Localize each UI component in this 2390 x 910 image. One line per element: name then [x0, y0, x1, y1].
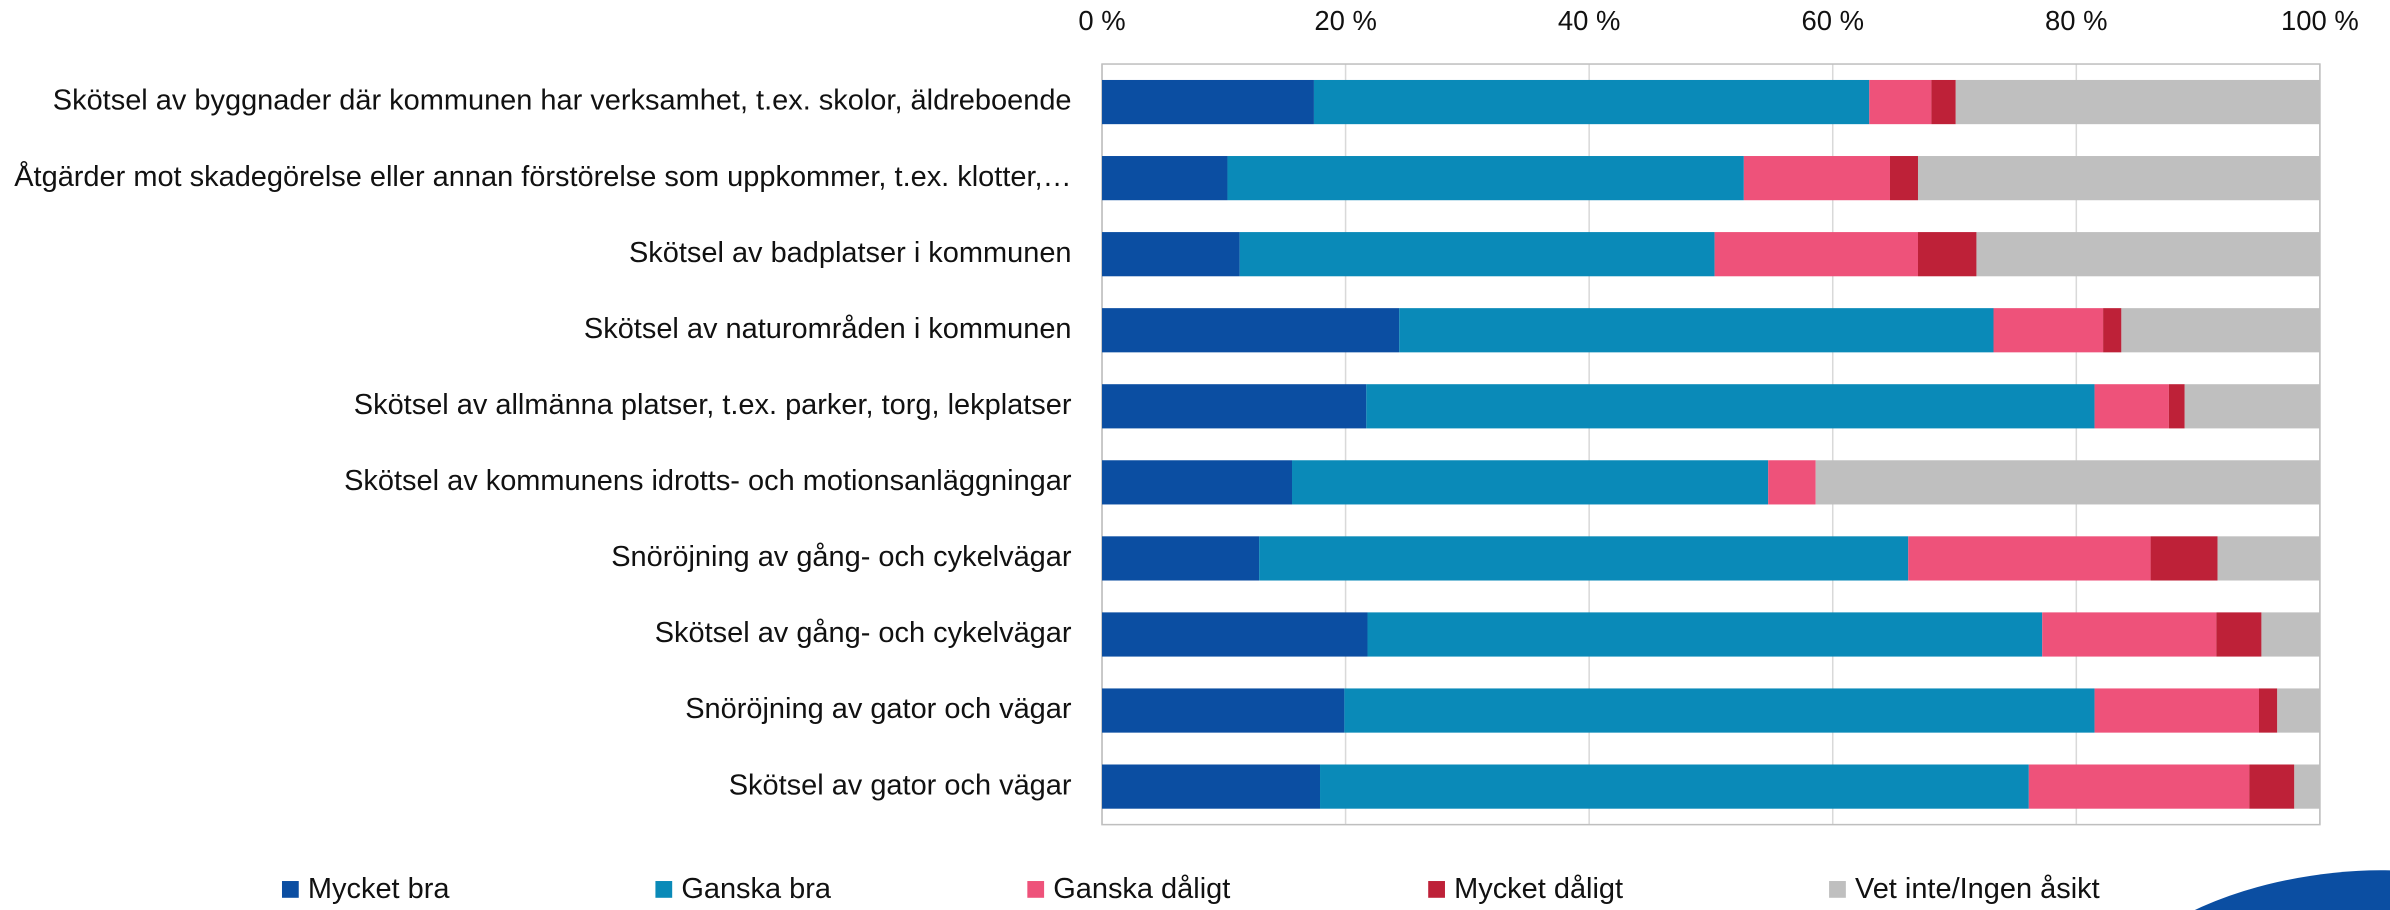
- bar-segment: [2259, 688, 2277, 732]
- bar-segment: [1102, 460, 1292, 504]
- legend-label: Mycket dåligt: [1454, 873, 1623, 905]
- bar-segment: [1102, 688, 1344, 732]
- bar-segment: [1768, 460, 1815, 504]
- bar-segment: [1366, 384, 2094, 428]
- bar-segment: [1102, 536, 1259, 580]
- bar-segment: [2261, 612, 2319, 656]
- bar-segment: [1993, 308, 2103, 352]
- bar-segment: [2169, 384, 2185, 428]
- bar-segment: [1102, 612, 1367, 656]
- bar-segment: [2249, 764, 2294, 808]
- bar-segment: [2216, 612, 2261, 656]
- legend-label: Mycket bra: [308, 873, 450, 905]
- decoration: [2195, 870, 2390, 910]
- bar-segment: [2121, 308, 2320, 352]
- legend-swatch: [1428, 881, 1445, 898]
- chart: 0 % 20 % 40 % 60 % 80 % 100 % Skötsel av byggn…: [0, 0, 2390, 910]
- bar-segment: [2151, 536, 2218, 580]
- bar-segment: [1715, 232, 1918, 276]
- category-label: Skötsel av allmänna platser, t.ex. parke…: [354, 389, 1072, 421]
- legend-swatch: [1829, 881, 1846, 898]
- bar-segment: [1102, 156, 1227, 200]
- bar-segment: [1908, 536, 2150, 580]
- bar-segment: [2218, 536, 2320, 580]
- bar-segment: [1744, 156, 1890, 200]
- bar-segment: [1869, 80, 1931, 124]
- bar-segment: [2042, 612, 2216, 656]
- bar-segment: [1227, 156, 1743, 200]
- bar-segment: [2103, 308, 2121, 352]
- bar-segment: [2095, 688, 2259, 732]
- bar-segment: [1931, 80, 1955, 124]
- x-tick-label: 100 %: [2281, 5, 2359, 36]
- bar-segment: [1344, 688, 2094, 732]
- category-label: Snöröjning av gator och vägar: [685, 693, 1072, 725]
- bar-segment: [1976, 232, 2319, 276]
- page: 0 % 20 % 40 % 60 % 80 % 100 % Skötsel av byggn…: [0, 0, 2390, 910]
- bar-segment: [1399, 308, 1993, 352]
- category-label: Snöröjning av gång- och cykelvägar: [611, 541, 1072, 573]
- x-tick-label: 80 %: [2045, 5, 2108, 36]
- bar-segment: [1292, 460, 1768, 504]
- category-label: Skötsel av kommunens idrotts- och motion…: [344, 465, 1072, 497]
- legend-swatch: [1027, 881, 1044, 898]
- legend-swatch: [655, 881, 672, 898]
- bar-segment: [1918, 232, 1976, 276]
- category-label: Skötsel av naturområden i kommunen: [584, 313, 1072, 345]
- bar-segment: [1918, 156, 2320, 200]
- legend-label: Vet inte/Ingen åsikt: [1855, 873, 2100, 905]
- bar-segment: [1314, 80, 1869, 124]
- bar-segment: [2277, 688, 2320, 732]
- category-label: Skötsel av byggnader där kommunen har ve…: [53, 85, 1072, 117]
- bar-segment: [1320, 764, 2029, 808]
- bar-segment: [1259, 536, 1908, 580]
- bar-segment: [1368, 612, 2043, 656]
- bar-segment: [1102, 308, 1399, 352]
- bar-segment: [1240, 232, 1715, 276]
- category-label: Skötsel av gator och vägar: [729, 769, 1072, 801]
- bar-segment: [1890, 156, 1918, 200]
- bar-segment: [1102, 384, 1366, 428]
- x-tick-label: 60 %: [1801, 5, 1864, 36]
- category-label: Skötsel av badplatser i kommunen: [629, 237, 1072, 269]
- bar-segment: [1102, 764, 1320, 808]
- legend-label: Ganska dåligt: [1053, 873, 1230, 905]
- bar-segment: [2185, 384, 2320, 428]
- bar-segment: [1816, 460, 2320, 504]
- bar-segment: [1102, 80, 1314, 124]
- bar-segment: [2029, 764, 2249, 808]
- category-label: Skötsel av gång- och cykelvägar: [655, 617, 1072, 649]
- category-label: Åtgärder mot skadegörelse eller annan fö…: [14, 160, 1071, 193]
- bar-segment: [2095, 384, 2169, 428]
- bar-segment: [1102, 232, 1240, 276]
- x-tick-label: 0 %: [1078, 5, 1125, 36]
- x-tick-label: 40 %: [1558, 5, 1621, 36]
- legend-swatch: [282, 881, 299, 898]
- bar-segment: [2294, 764, 2320, 808]
- bar-segment: [1956, 80, 2320, 124]
- legend-label: Ganska bra: [681, 873, 832, 905]
- x-tick-label: 20 %: [1314, 5, 1377, 36]
